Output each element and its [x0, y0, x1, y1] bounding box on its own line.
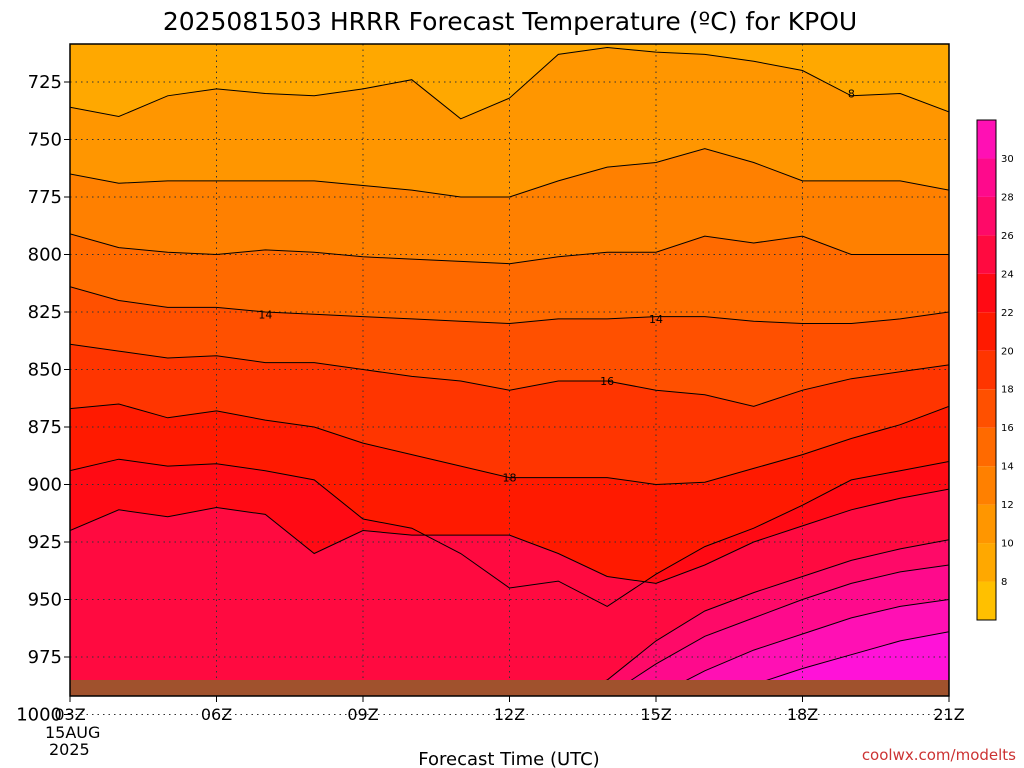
colorbar-segment — [977, 543, 996, 582]
y-tick-label: 1000 — [16, 705, 62, 726]
x-date-line2: 2025 — [49, 740, 90, 759]
y-tick-label: 725 — [28, 72, 62, 93]
colorbar-segment — [977, 158, 996, 197]
colorbar-tick-label: 10 — [1001, 539, 1014, 550]
y-tick-label: 900 — [28, 475, 62, 496]
colorbar-segment — [977, 581, 996, 620]
x-tick-label: 18Z — [787, 705, 818, 724]
temperature-bands — [70, 44, 949, 696]
colorbar-segment — [977, 196, 996, 236]
colorbar-segment — [977, 312, 996, 351]
chart-title: 2025081503 HRRR Forecast Temperature (ºC… — [163, 7, 857, 36]
pressure-axis: 725 750 775 800 825 850 875 900 925 950 975 1000 — [16, 72, 70, 726]
contour-line — [70, 599, 949, 696]
colorbar-segment — [977, 389, 996, 428]
x-tick-label: 15Z — [640, 705, 671, 724]
y-tick-label: 975 — [28, 647, 62, 668]
contour-line — [70, 46, 949, 120]
contour-line — [70, 631, 949, 696]
x-axis-label: Forecast Time (UTC) — [418, 749, 599, 768]
contour-label: 16 — [600, 375, 614, 388]
contour-label: 14 — [258, 308, 272, 321]
y-tick-label: 775 — [28, 187, 62, 208]
colorbar-segment — [977, 504, 996, 544]
colorbar-tick-label: 14 — [1001, 462, 1014, 473]
ground-fill — [70, 680, 949, 696]
x-tick-label: 06Z — [201, 705, 232, 724]
colorbar-tick-label: 24 — [1001, 269, 1014, 280]
x-date-line1: 15AUG — [45, 723, 100, 742]
colorbar-frame — [976, 119, 997, 621]
x-tick-label: 12Z — [494, 705, 525, 724]
y-tick-label: 950 — [28, 590, 62, 611]
colorbar-tick-label: 22 — [1001, 308, 1014, 319]
colorbar-tick-label: 8 — [1001, 577, 1007, 588]
contour-lines — [70, 46, 949, 696]
contour-label: 14 — [649, 313, 663, 326]
colorbar-tick-label: 20 — [1001, 346, 1014, 357]
credit-text: coolwx.com/modelts — [862, 746, 1016, 764]
colorbar-tick-label: 12 — [1001, 500, 1014, 511]
band-fill — [70, 599, 949, 696]
y-tick-label: 850 — [28, 360, 62, 381]
colorbar-tick-label: 18 — [1001, 385, 1014, 396]
y-tick-label: 825 — [28, 302, 62, 323]
y-tick-label: 800 — [28, 245, 62, 266]
colorbar-segment — [977, 120, 996, 159]
contour-labels: 8 14 14 16 18 — [258, 88, 855, 485]
colorbar-tick-label: 16 — [1001, 423, 1014, 434]
contour-label: 18 — [503, 472, 517, 485]
y-tick-label: 750 — [28, 130, 62, 151]
contour-line — [70, 286, 949, 325]
colorbar-segment — [977, 427, 996, 467]
contour-line — [70, 539, 949, 696]
ground-surface — [70, 680, 949, 696]
contour-label: 8 — [848, 88, 855, 101]
contour-line — [70, 403, 949, 486]
x-tick-label: 03Z — [54, 705, 85, 724]
colorbar-segment — [977, 273, 996, 313]
colorbar-tick-label: 28 — [1001, 192, 1014, 203]
y-tick-label: 875 — [28, 417, 62, 438]
contour-line — [70, 343, 949, 407]
colorbar-tick-label: 26 — [1001, 231, 1014, 242]
contour-line — [70, 564, 949, 696]
x-tick-label: 09Z — [347, 705, 378, 724]
time-axis: 03Z 06Z 09Z 12Z 15Z 18Z 21Z — [54, 696, 965, 724]
contour-line — [70, 488, 949, 584]
colorbar-tick-label: 30 — [1001, 154, 1014, 165]
colorbar-segment — [977, 235, 996, 274]
colorbar-segment — [977, 466, 996, 505]
colorbar-segment — [977, 350, 996, 390]
x-tick-label: 21Z — [933, 705, 964, 724]
colorbar: 8 10 12 14 16 18 20 22 24 26 28 30 — [976, 119, 1014, 621]
y-tick-label: 925 — [28, 532, 62, 553]
contour-line — [70, 148, 949, 198]
contour-line — [70, 458, 949, 607]
contour-line — [70, 233, 949, 265]
